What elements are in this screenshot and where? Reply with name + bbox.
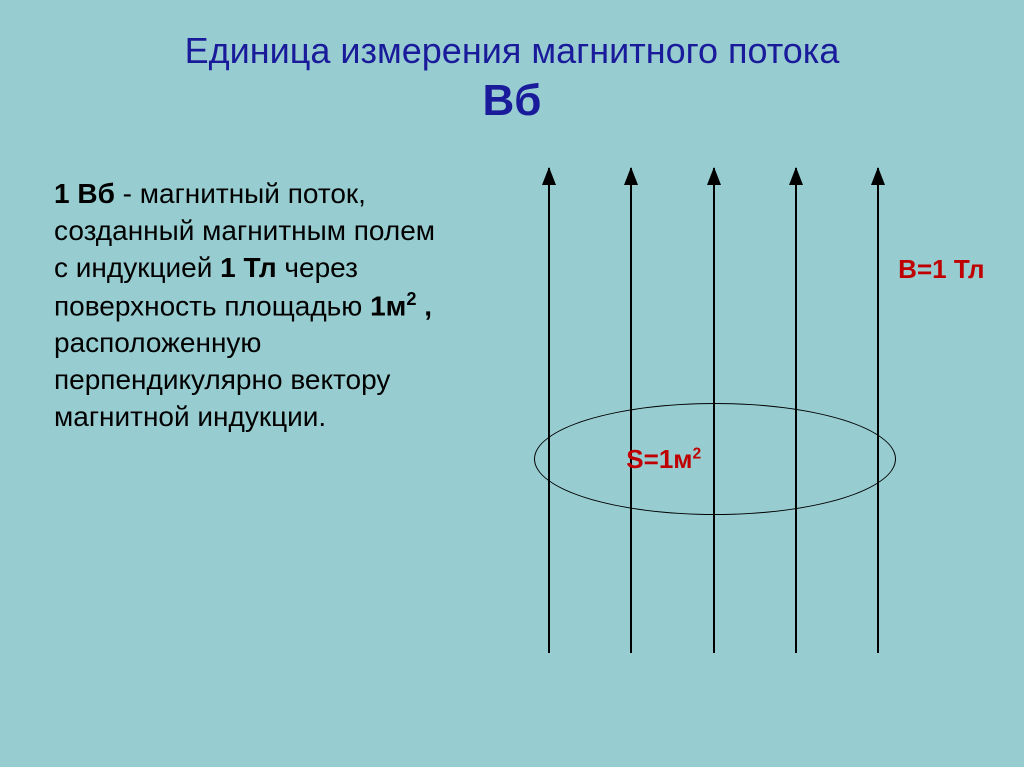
description-column: 1 Вб - магнитный поток, созданный магнит… xyxy=(54,148,457,727)
surface-ellipse xyxy=(534,403,896,515)
area-label: S=1м2 xyxy=(626,444,701,475)
field-line-arrow xyxy=(795,168,797,653)
field-line-arrow xyxy=(548,168,550,653)
description-text: 1 Вб - магнитный поток, созданный магнит… xyxy=(54,176,443,436)
title-line1: Единица измерения магнитного потока xyxy=(54,28,970,73)
induction-label: B=1 Тл xyxy=(898,254,984,285)
field-line-arrow xyxy=(877,168,879,653)
slide-title: Единица измерения магнитного потока Вб xyxy=(54,28,970,128)
field-line-arrow xyxy=(713,168,715,653)
field-line-arrow xyxy=(630,168,632,653)
magnetic-flux-diagram: B=1 ТлS=1м2 xyxy=(457,158,970,678)
diagram-column: B=1 ТлS=1м2 xyxy=(457,148,970,727)
content-row: 1 Вб - магнитный поток, созданный магнит… xyxy=(54,148,970,727)
title-line2: Вб xyxy=(54,73,970,128)
